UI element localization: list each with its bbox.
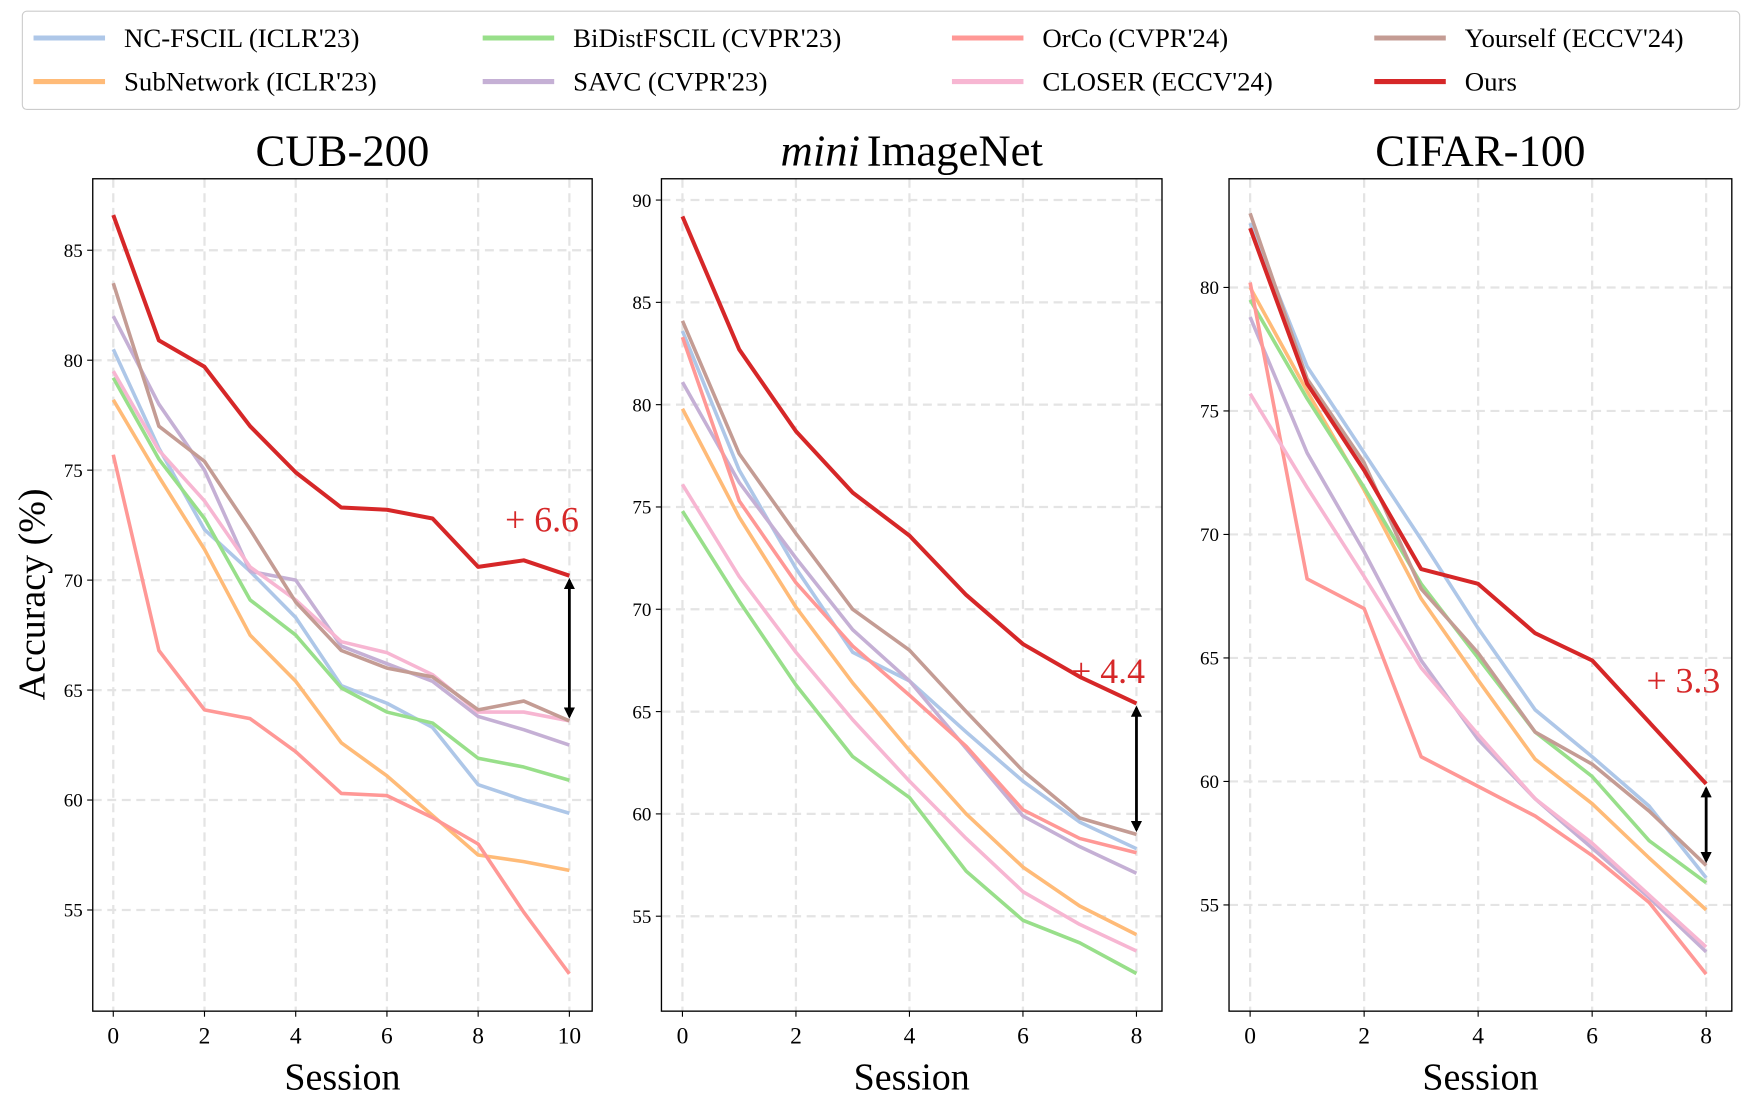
x-tick-label: 0 bbox=[1244, 1024, 1256, 1050]
y-tick-label: 65 bbox=[1200, 649, 1219, 670]
axes-frame bbox=[92, 178, 593, 1012]
gain-annotation: + 4.4 bbox=[1071, 651, 1145, 691]
legend-label: OrCo (CVPR'24) bbox=[1042, 23, 1228, 53]
x-tick-label: 8 bbox=[1700, 1024, 1712, 1050]
plot-cifar-100: 0 2 4 6 8 55 60 65 70 75 80 CIFAR-100 Session + 3.3 bbox=[1200, 125, 1733, 1098]
series-line-nc-fscil bbox=[1248, 222, 1708, 879]
x-axis-label: Session bbox=[284, 1056, 400, 1098]
y-tick-label: 80 bbox=[64, 351, 83, 372]
legend-frame bbox=[21, 10, 1741, 111]
plot-cub-200: 0 2 4 6 8 10 55 60 65 70 75 80 85 CUB-200 Session + 6.6 bbox=[64, 125, 593, 1098]
x-tick-label: 8 bbox=[472, 1024, 484, 1050]
y-tick-label: 60 bbox=[632, 805, 651, 826]
series-line-bidistfscil bbox=[1248, 298, 1708, 885]
y-tick-label: 70 bbox=[632, 600, 651, 621]
y-tick-label: 55 bbox=[1200, 896, 1219, 917]
y-tick-label: 60 bbox=[64, 791, 83, 812]
axes-frame bbox=[660, 178, 1163, 1012]
x-tick-label: 6 bbox=[1586, 1024, 1598, 1050]
legend-label: SAVC (CVPR'23) bbox=[573, 67, 767, 97]
legend-label: BiDistFSCIL (CVPR'23) bbox=[573, 23, 841, 53]
y-tick-label: 75 bbox=[1200, 402, 1219, 423]
series-line-ours bbox=[111, 214, 571, 578]
gain-annotation: + 6.6 bbox=[505, 500, 579, 540]
series-line-subnetwork bbox=[111, 398, 570, 873]
x-tick-label: 2 bbox=[199, 1024, 211, 1050]
series-line-bidistfscil bbox=[680, 510, 1138, 976]
y-tick-label: 90 bbox=[632, 191, 651, 212]
legend-item: SubNetwork (ICLR'23) bbox=[33, 67, 377, 97]
y-tick-label: 65 bbox=[632, 702, 651, 723]
y-tick-label: 65 bbox=[64, 681, 83, 702]
series-line-closer bbox=[1248, 392, 1708, 949]
gain-annotation: + 3.3 bbox=[1646, 661, 1720, 701]
y-tick-label: 55 bbox=[64, 901, 83, 922]
x-tick-label: 6 bbox=[381, 1024, 393, 1050]
y-tick-label: 80 bbox=[1200, 278, 1219, 299]
legend: NC-FSCIL (ICLR'23) SubNetwork (ICLR'23) Bi… bbox=[21, 10, 1741, 111]
plot-title: CIFAR-100 bbox=[1375, 125, 1585, 175]
series-line-orco bbox=[680, 336, 1137, 855]
series-line-orco bbox=[111, 454, 571, 975]
legend-item: CLOSER (ECCV'24) bbox=[951, 67, 1273, 97]
series-line-yourself bbox=[111, 282, 571, 723]
x-tick-label: 4 bbox=[904, 1024, 916, 1050]
legend-item: Yourself (ECCV'24) bbox=[1374, 23, 1683, 53]
legend-item: SAVC (CVPR'23) bbox=[482, 67, 767, 97]
y-axis-label: Accuracy (%) bbox=[12, 488, 54, 700]
axes-frame bbox=[1228, 178, 1733, 1012]
series-line-bidistfscil bbox=[111, 376, 570, 782]
plot-miniimagenet: 0 2 4 6 8 55 60 65 70 75 80 85 90 mini ImageNet Session… bbox=[632, 125, 1163, 1098]
series-line-savc bbox=[1248, 316, 1708, 954]
series-line-closer bbox=[111, 370, 570, 723]
plot-title: mini ImageNet bbox=[781, 125, 1044, 175]
x-tick-label: 2 bbox=[790, 1024, 802, 1050]
y-tick-label: 75 bbox=[64, 461, 83, 482]
legend-label: NC-FSCIL (ICLR'23) bbox=[124, 23, 359, 53]
x-tick-label: 2 bbox=[1358, 1024, 1370, 1050]
y-tick-label: 85 bbox=[632, 293, 651, 314]
legend-label: Ours bbox=[1465, 67, 1517, 97]
legend-item: OrCo (CVPR'24) bbox=[951, 23, 1228, 53]
series-line-ours bbox=[680, 215, 1138, 706]
y-tick-label: 60 bbox=[1200, 772, 1219, 793]
legend-label: CLOSER (ECCV'24) bbox=[1042, 67, 1272, 97]
y-tick-label: 70 bbox=[1200, 525, 1219, 546]
legend-item: Ours bbox=[1374, 67, 1517, 97]
series-line-subnetwork bbox=[1248, 286, 1708, 912]
y-tick-label: 70 bbox=[64, 571, 83, 592]
x-tick-label: 0 bbox=[107, 1024, 119, 1050]
x-tick-label: 0 bbox=[677, 1024, 689, 1050]
plot-title-italic: mini bbox=[781, 125, 860, 175]
y-tick-label: 75 bbox=[632, 498, 651, 519]
x-axis-label: Session bbox=[854, 1056, 970, 1098]
series-line-closer bbox=[680, 483, 1138, 953]
x-tick-label: 6 bbox=[1017, 1024, 1029, 1050]
x-tick-label: 4 bbox=[1472, 1024, 1484, 1050]
series-line-yourself bbox=[1248, 212, 1708, 867]
y-tick-label: 80 bbox=[632, 395, 651, 416]
y-tick-label: 55 bbox=[632, 907, 651, 928]
legend-item: NC-FSCIL (ICLR'23) bbox=[33, 23, 359, 53]
legend-item: BiDistFSCIL (CVPR'23) bbox=[482, 23, 841, 53]
x-axis-label: Session bbox=[1422, 1056, 1538, 1098]
y-tick-label: 85 bbox=[64, 241, 83, 262]
series-line-yourself bbox=[680, 320, 1137, 837]
x-tick-label: 10 bbox=[558, 1024, 581, 1050]
legend-label: SubNetwork (ICLR'23) bbox=[124, 67, 377, 97]
series-line-orco bbox=[1248, 282, 1708, 976]
legend-label: Yourself (ECCV'24) bbox=[1465, 23, 1684, 53]
series-line-savc bbox=[680, 381, 1138, 875]
x-tick-label: 8 bbox=[1131, 1024, 1143, 1050]
plot-title: CUB-200 bbox=[256, 125, 430, 175]
series-line-subnetwork bbox=[680, 407, 1138, 937]
series-line-ours bbox=[1248, 227, 1708, 786]
plot-title-main: ImageNet bbox=[867, 125, 1044, 175]
x-tick-label: 4 bbox=[290, 1024, 302, 1050]
